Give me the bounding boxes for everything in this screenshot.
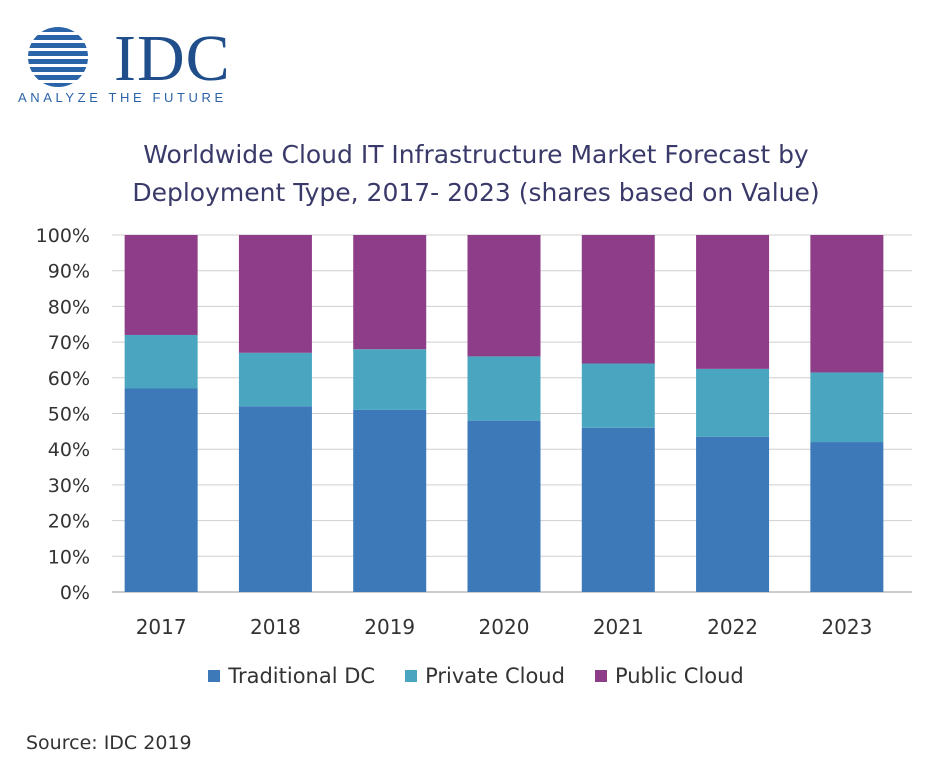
- bar-segment: [581, 363, 655, 428]
- y-tick-label: 80%: [48, 296, 90, 318]
- x-tick-label: 2023: [821, 615, 872, 639]
- y-tick-label: 30%: [48, 475, 90, 497]
- bar-segment: [467, 420, 541, 592]
- chart-title-line-2: Deployment Type, 2017- 2023 (shares base…: [132, 178, 820, 207]
- x-tick-label: 2019: [364, 615, 415, 639]
- x-tick-label: 2021: [593, 615, 644, 639]
- chart-title: Worldwide Cloud IT Infrastructure Market…: [0, 136, 952, 212]
- logo-tagline: ANALYZE THE FUTURE: [18, 90, 227, 105]
- bar-segment: [238, 235, 312, 353]
- bar-segment: [696, 368, 770, 437]
- y-tick-label: 20%: [48, 511, 90, 533]
- stacked-bar-chart: 0% 10% 20% 30% 40% 50% 60% 70% 80% 90% 100% 2017 201…: [36, 225, 912, 639]
- y-tick-label: 100%: [36, 225, 90, 247]
- y-tick-label: 50%: [48, 404, 90, 426]
- logo-name: IDC: [114, 22, 231, 95]
- globe-icon: [28, 27, 88, 87]
- x-tick-label: 2020: [479, 615, 530, 639]
- y-tick-label: 0%: [60, 582, 90, 604]
- bar-segment: [353, 409, 427, 592]
- legend-swatch-traditional-dc: [208, 670, 221, 682]
- legend-label-private-cloud: Private Cloud: [425, 664, 565, 688]
- bar-segment: [467, 235, 541, 357]
- bar-segment: [124, 235, 198, 335]
- legend-label-traditional-dc: Traditional DC: [228, 664, 376, 688]
- bar-segment: [810, 235, 884, 373]
- bar-segment: [353, 349, 427, 410]
- legend-item-public-cloud: Public Cloud: [594, 664, 744, 688]
- bar-segment: [810, 372, 884, 443]
- bar-segment: [353, 235, 427, 350]
- legend-item-traditional-dc: Traditional DC: [208, 664, 375, 688]
- legend-label-public-cloud: Public Cloud: [614, 664, 744, 688]
- y-tick-label: 90%: [48, 261, 90, 283]
- x-tick-label: 2018: [250, 615, 301, 639]
- chart-legend: Traditional DC Private Cloud Public Clou…: [0, 664, 952, 688]
- bar-segment: [581, 235, 655, 364]
- bar-segment: [124, 334, 198, 389]
- bar-segment: [696, 436, 770, 592]
- x-tick-label: 2017: [136, 615, 187, 639]
- y-tick-label: 60%: [48, 368, 90, 390]
- bar-segment: [696, 235, 770, 369]
- bar-segment: [238, 406, 312, 592]
- legend-item-private-cloud: Private Cloud: [405, 664, 565, 688]
- bar-segment: [581, 427, 655, 592]
- y-tick-label: 40%: [48, 439, 90, 461]
- legend-swatch-private-cloud: [405, 670, 418, 682]
- y-tick-label: 70%: [48, 332, 90, 354]
- y-tick-label: 10%: [48, 546, 90, 568]
- bar-segment: [238, 352, 312, 407]
- legend-swatch-public-cloud: [594, 670, 607, 682]
- bar-segment: [124, 388, 198, 592]
- source-note: Source: IDC 2019: [26, 732, 192, 754]
- x-tick-label: 2022: [707, 615, 758, 639]
- bar-segment: [467, 356, 541, 421]
- bar-segment: [810, 442, 884, 592]
- idc-logo: IDC ANALYZE THE FUTURE: [14, 20, 254, 110]
- chart-title-line-1: Worldwide Cloud IT Infrastructure Market…: [143, 140, 809, 169]
